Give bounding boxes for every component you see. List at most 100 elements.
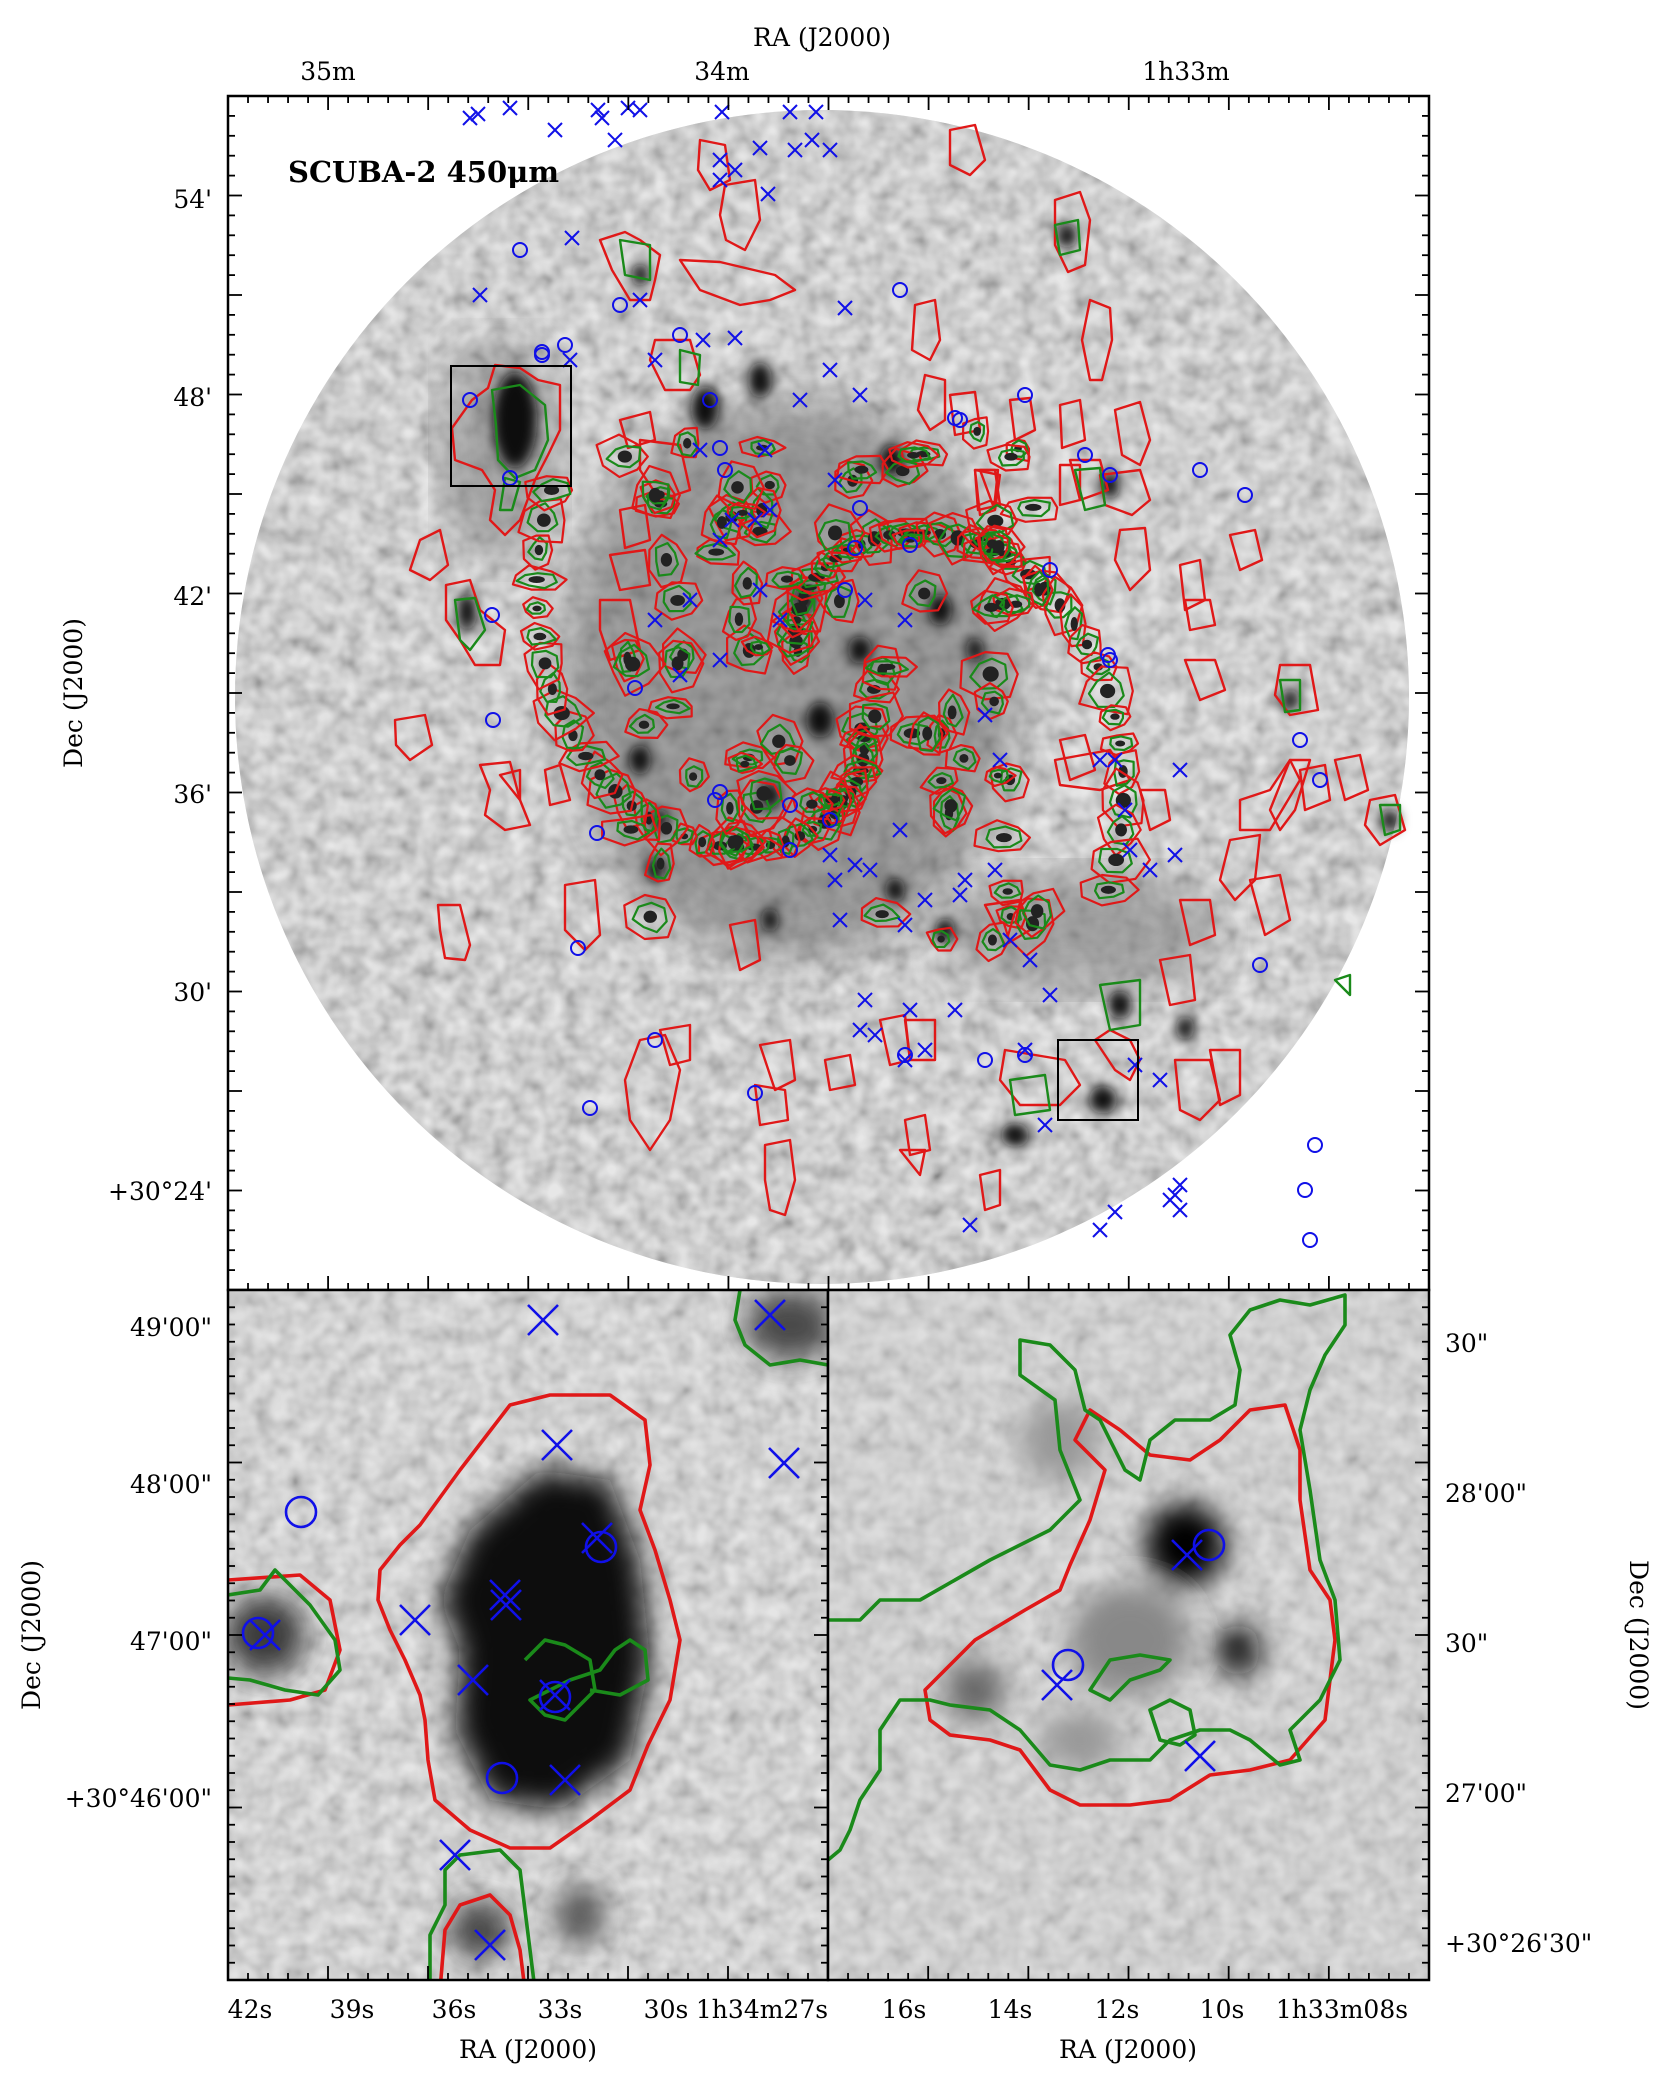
- o-marker: [584, 1530, 618, 1564]
- red-contour-loop: [823, 578, 860, 624]
- clump-core: [716, 516, 727, 529]
- x-marker: [1092, 752, 1108, 768]
- green-contour-loop: [863, 903, 901, 923]
- clump-core: [689, 772, 698, 781]
- clump-core: [623, 825, 639, 834]
- red-contour-loop: [740, 635, 774, 657]
- clump-core: [534, 544, 544, 556]
- clump-core: [994, 597, 1011, 611]
- x-marker: [439, 1839, 471, 1871]
- o-marker: [485, 1761, 519, 1795]
- bl-red-contour: [376, 1393, 682, 1850]
- green-contour-loop: [526, 627, 557, 646]
- clump-core: [544, 485, 560, 496]
- green-contour-loop: [561, 719, 585, 750]
- x-marker: [462, 110, 478, 126]
- green-contour-loop: [980, 690, 1004, 715]
- o-marker: [712, 784, 728, 800]
- o-marker: [534, 347, 550, 363]
- clump-core: [740, 760, 750, 768]
- clump-core: [1002, 888, 1013, 895]
- br-red-contour: [923, 1403, 1337, 1807]
- bl-x-tick-4: 30s: [644, 1995, 689, 2024]
- green-contour-loop: [651, 847, 672, 880]
- o-marker: [782, 842, 798, 858]
- red-contour-loop: [836, 454, 890, 485]
- clump-core: [1100, 683, 1116, 699]
- red-contour-loop: [662, 627, 707, 674]
- red-contour-loop: [727, 751, 763, 774]
- green-contour-loop: [755, 473, 780, 496]
- clump-core: [1070, 616, 1078, 631]
- bl-x-tick-2: 36s: [432, 1995, 477, 2024]
- x-marker: [1142, 862, 1158, 878]
- x-marker: [1022, 952, 1038, 968]
- clump-core: [806, 799, 818, 809]
- o-marker: [852, 500, 868, 516]
- red-contour-loop: [603, 631, 667, 697]
- x-marker: [474, 1929, 506, 1961]
- red-contour-loop: [704, 816, 767, 867]
- red-contour-loop: [1059, 593, 1087, 648]
- bl-red-contour-left: [228, 1573, 342, 1707]
- clump-core: [728, 835, 744, 848]
- x-marker: [1107, 752, 1123, 768]
- bl-green-contour-topright: [733, 1290, 828, 1367]
- x-marker: [547, 122, 563, 138]
- x-marker: [470, 106, 486, 122]
- clump-core: [708, 548, 725, 556]
- x-marker: [857, 592, 873, 608]
- x-marker: [399, 1604, 431, 1636]
- clump-core: [617, 450, 632, 463]
- red-contour-loop: [973, 682, 1009, 721]
- x-marker: [867, 1027, 883, 1043]
- green-contour-loop: [916, 716, 941, 752]
- x-marker: [1127, 1057, 1143, 1073]
- green-contour-loop: [655, 698, 691, 715]
- br-y-tick-1: 28'00": [1445, 1479, 1527, 1508]
- x-marker: [1184, 1740, 1216, 1772]
- clump-core: [734, 612, 744, 626]
- bl-x-tick-5: 1h34m27s: [696, 1995, 828, 2024]
- green-contour-loop: [837, 779, 864, 808]
- clump-core: [922, 726, 933, 741]
- bottom-right-panel: 16s 14s 12s 10s 1h33m08s RA (J2000) 30" …: [826, 1288, 1653, 2064]
- red-contour-loop: [519, 621, 561, 651]
- o-marker: [647, 1032, 663, 1048]
- clump-core: [895, 465, 910, 477]
- br-x-tick-1: 14s: [988, 1995, 1033, 2024]
- x-marker: [1122, 842, 1138, 858]
- green-contour-loop: [525, 601, 546, 615]
- o-marker: [1077, 447, 1093, 463]
- bl-y-axis-label: Dec (J2000): [17, 1560, 46, 1710]
- x-marker: [897, 612, 913, 628]
- green-contour-loop: [859, 678, 891, 700]
- green-contour-loop: [865, 660, 909, 675]
- x-marker: [957, 872, 973, 888]
- x-marker: [782, 104, 798, 120]
- red-contour-loop: [1098, 704, 1132, 732]
- top-x-tick-1h33m: 1h33m: [1142, 57, 1230, 86]
- x-marker: [832, 912, 848, 928]
- clump-core: [532, 605, 542, 612]
- x-marker: [852, 1022, 868, 1038]
- o-marker: [837, 582, 853, 598]
- o-marker: [702, 392, 718, 408]
- green-contour-loop: [641, 480, 670, 511]
- green-contour-loop: [989, 543, 1020, 564]
- x-marker: [757, 442, 773, 458]
- x-marker: [822, 362, 838, 378]
- green-contour-loop: [1094, 881, 1125, 900]
- red-contour-loop: [978, 524, 1026, 576]
- x-marker: [1152, 1072, 1168, 1088]
- green-contour-loop: [1026, 570, 1050, 607]
- red-contour-loop: [658, 639, 705, 694]
- br-ticks: [827, 1289, 1430, 1981]
- red-contour-loop: [524, 475, 574, 512]
- green-contour-loop: [898, 533, 923, 548]
- top-y-axis-label: Dec (J2000): [59, 618, 88, 768]
- red-contour-loop: [925, 926, 959, 952]
- o-marker: [1252, 957, 1268, 973]
- spiral-arm-contours: [511, 416, 1151, 963]
- x-marker: [804, 132, 820, 148]
